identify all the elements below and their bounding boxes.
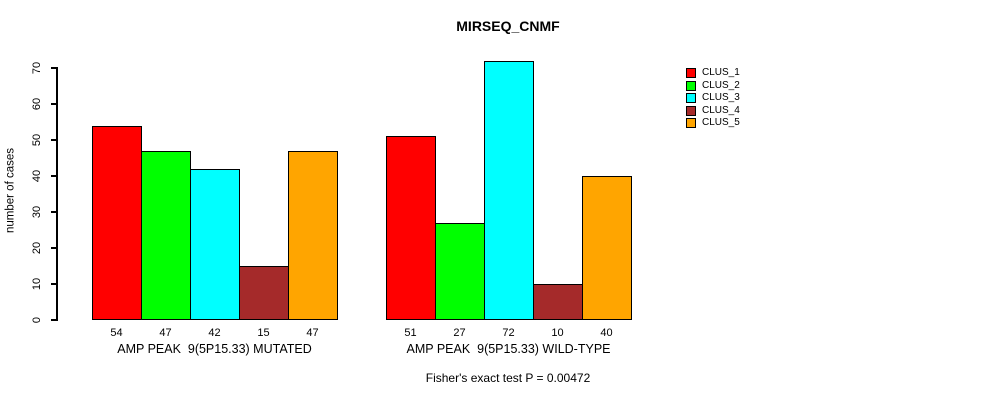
bar-clus_1-group2	[386, 136, 436, 320]
legend-label-clus_4: CLUS_4	[702, 104, 740, 116]
legend-swatch-clus_3	[686, 93, 696, 103]
y-tick-label: 30	[31, 205, 43, 219]
legend-label-clus_5: CLUS_5	[702, 117, 740, 128]
bar-clus_4-group2	[533, 284, 583, 320]
y-axis-label: number of cases	[4, 148, 17, 234]
bar-value-label: 72	[502, 327, 515, 339]
x-group-label-wildtype: AMP PEAK 9(5P15.33) WILD-TYPE	[406, 342, 611, 356]
y-tick-label: 0	[31, 316, 43, 324]
y-axis-line	[56, 67, 58, 321]
bar-clus_3-group2	[484, 60, 534, 320]
y-tick-mark	[51, 211, 57, 213]
bar-value-label: 54	[110, 327, 123, 339]
legend-swatch-clus_4	[686, 105, 696, 116]
y-tick-mark	[51, 175, 57, 177]
y-tick-mark	[51, 67, 57, 69]
bar-value-label: 27	[453, 327, 466, 339]
bar-clus_1-group1	[92, 125, 142, 320]
bar-clus_5-group2	[582, 176, 632, 320]
bar-value-label: 42	[208, 327, 221, 339]
y-tick-label: 60	[31, 97, 43, 111]
chart-title: MIRSEQ_CNMF	[456, 18, 560, 34]
x-group-label-mutated: AMP PEAK 9(5P15.33) MUTATED	[117, 342, 312, 356]
y-tick-label: 20	[31, 241, 43, 255]
y-tick-mark	[51, 103, 57, 105]
y-tick-label: 50	[31, 133, 43, 147]
y-tick-mark	[51, 283, 57, 285]
y-tick-label: 70	[31, 61, 43, 75]
y-tick-mark	[51, 247, 57, 249]
legend-label-clus_3: CLUS_3	[702, 92, 740, 103]
bar-value-label: 40	[600, 327, 613, 339]
bar-clus_2-group2	[435, 222, 485, 320]
legend-label-clus_2: CLUS_2	[702, 79, 740, 91]
bar-clus_3-group1	[190, 168, 240, 320]
y-tick-label: 40	[31, 169, 43, 183]
bar-value-label: 10	[551, 327, 564, 339]
bar-value-label: 51	[404, 327, 417, 339]
bar-clus_5-group1	[288, 150, 338, 320]
bar-value-label: 15	[257, 327, 270, 339]
bar-clus_4-group1	[239, 266, 289, 320]
fisher-test-annotation: Fisher's exact test P = 0.00472	[425, 371, 591, 385]
legend-swatch-clus_2	[686, 80, 696, 91]
bar-clus_2-group1	[141, 150, 191, 320]
y-tick-mark	[51, 139, 57, 141]
legend-swatch-clus_5	[686, 118, 696, 128]
bar-value-label: 47	[306, 327, 319, 339]
legend-label-clus_1: CLUS_1	[702, 67, 740, 78]
y-tick-label: 10	[31, 277, 43, 291]
y-tick-mark	[51, 319, 57, 321]
bar-value-label: 47	[159, 327, 172, 339]
legend-swatch-clus_1	[686, 68, 696, 78]
